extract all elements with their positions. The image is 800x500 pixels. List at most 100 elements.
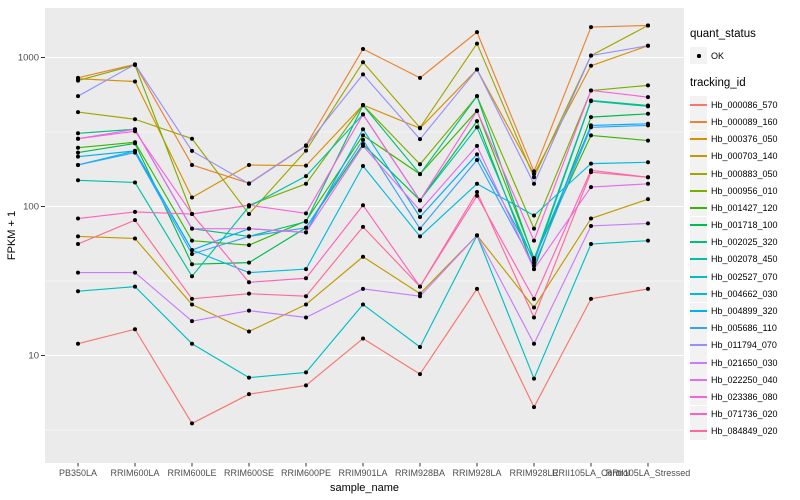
x-tick-label: RRIM600LA xyxy=(110,468,159,478)
data-point xyxy=(589,63,593,68)
data-point xyxy=(247,243,251,248)
series-color-line-icon xyxy=(690,130,707,148)
data-point xyxy=(589,216,593,221)
data-point xyxy=(532,172,536,177)
data-point xyxy=(76,136,80,141)
data-point xyxy=(76,242,80,247)
legend-tracking-id-items: Hb_000086_570 Hb_000089_160 Hb_000376_050 H… xyxy=(690,96,800,440)
data-point xyxy=(418,137,422,142)
data-point xyxy=(190,421,194,426)
data-point xyxy=(475,286,479,291)
data-point xyxy=(418,208,422,213)
data-point xyxy=(418,345,422,350)
data-point xyxy=(361,137,365,142)
ok-point-icon xyxy=(690,47,707,65)
data-point xyxy=(532,376,536,381)
data-point xyxy=(247,260,251,265)
series-color-line-icon xyxy=(690,216,707,234)
y-tick-label: 100 xyxy=(23,202,39,213)
data-point xyxy=(361,143,365,148)
data-point xyxy=(76,154,80,159)
legend-item-label: Hb_000703_140 xyxy=(711,151,778,162)
data-point xyxy=(190,341,194,346)
data-point xyxy=(133,129,137,134)
legend-item-label: Hb_011794_070 xyxy=(711,340,777,351)
data-point xyxy=(76,289,80,294)
data-point xyxy=(532,181,536,186)
legend-item-label: Hb_071736_020 xyxy=(711,409,778,420)
data-point xyxy=(646,23,650,28)
series-color-line-icon xyxy=(690,422,707,440)
legend-item-tracking-id: Hb_022250_040 xyxy=(690,371,800,389)
x-tick-label: RRIM901LA xyxy=(338,468,387,478)
data-point xyxy=(475,94,479,99)
legend-item-tracking-id: Hb_000089_160 xyxy=(690,113,800,131)
data-point xyxy=(361,133,365,138)
legend-item-label: Hb_000956_010 xyxy=(711,185,778,196)
data-point xyxy=(247,181,251,186)
data-point xyxy=(646,221,650,226)
legend-item-tracking-id: Hb_005686_110 xyxy=(690,319,800,337)
data-point xyxy=(589,161,593,166)
legend-item-label: Hb_022250_040 xyxy=(711,374,778,385)
data-point xyxy=(361,112,365,117)
legend-item-label: Hb_000089_160 xyxy=(711,116,778,127)
legend-item-tracking-id: Hb_000703_140 xyxy=(690,147,800,165)
data-point xyxy=(418,294,422,299)
series-color-line-icon xyxy=(690,268,707,286)
legend-item-tracking-id: Hb_002025_320 xyxy=(690,233,800,251)
legend-item-quant-ok: OK xyxy=(690,47,800,65)
series-color-line-icon xyxy=(690,250,707,268)
data-point xyxy=(646,286,650,291)
data-point xyxy=(304,302,308,307)
data-point xyxy=(589,115,593,120)
data-point xyxy=(589,125,593,130)
series-color-line-icon xyxy=(690,405,707,423)
series-color-line-icon xyxy=(690,165,707,183)
y-axis-title: FPKM + 1 xyxy=(6,211,18,260)
data-point xyxy=(475,158,479,163)
x-tick-label: PB350LA xyxy=(59,468,97,478)
legend-item-label: Hb_005686_110 xyxy=(711,323,777,334)
legend-item-label: Hb_004899_320 xyxy=(711,306,778,317)
data-point xyxy=(133,141,137,146)
data-point xyxy=(418,284,422,289)
data-point xyxy=(133,327,137,332)
data-point xyxy=(361,72,365,77)
x-tick-label: RRII105LA_Control xyxy=(552,468,630,478)
data-point xyxy=(247,270,251,275)
series-color-line-icon xyxy=(690,388,707,406)
data-point xyxy=(76,162,80,167)
legend-item-label: Hb_004662_030 xyxy=(711,288,778,299)
data-point xyxy=(361,203,365,208)
data-point xyxy=(418,372,422,377)
data-point xyxy=(532,257,536,262)
x-tick-label: RRIM928LA xyxy=(452,468,501,478)
data-point xyxy=(475,190,479,195)
legend-item-tracking-id: Hb_002078_450 xyxy=(690,250,800,268)
data-point xyxy=(532,305,536,310)
data-point xyxy=(532,238,536,243)
data-point xyxy=(361,224,365,229)
series-color-line-icon xyxy=(690,233,707,251)
data-point xyxy=(475,30,479,35)
data-point xyxy=(133,284,137,289)
data-point xyxy=(76,150,80,155)
y-tick-label: 10 xyxy=(28,351,39,362)
data-point xyxy=(76,94,80,99)
data-point xyxy=(304,370,308,375)
data-point xyxy=(190,195,194,200)
data-point xyxy=(76,131,80,136)
data-point xyxy=(304,163,308,168)
data-point xyxy=(646,175,650,180)
data-point xyxy=(133,236,137,241)
data-point xyxy=(76,341,80,346)
data-point xyxy=(76,110,80,115)
data-point xyxy=(247,308,251,313)
data-point xyxy=(475,119,479,124)
data-point xyxy=(190,296,194,301)
data-point xyxy=(133,79,137,84)
data-point xyxy=(589,296,593,301)
data-point xyxy=(190,248,194,253)
data-point xyxy=(589,170,593,175)
